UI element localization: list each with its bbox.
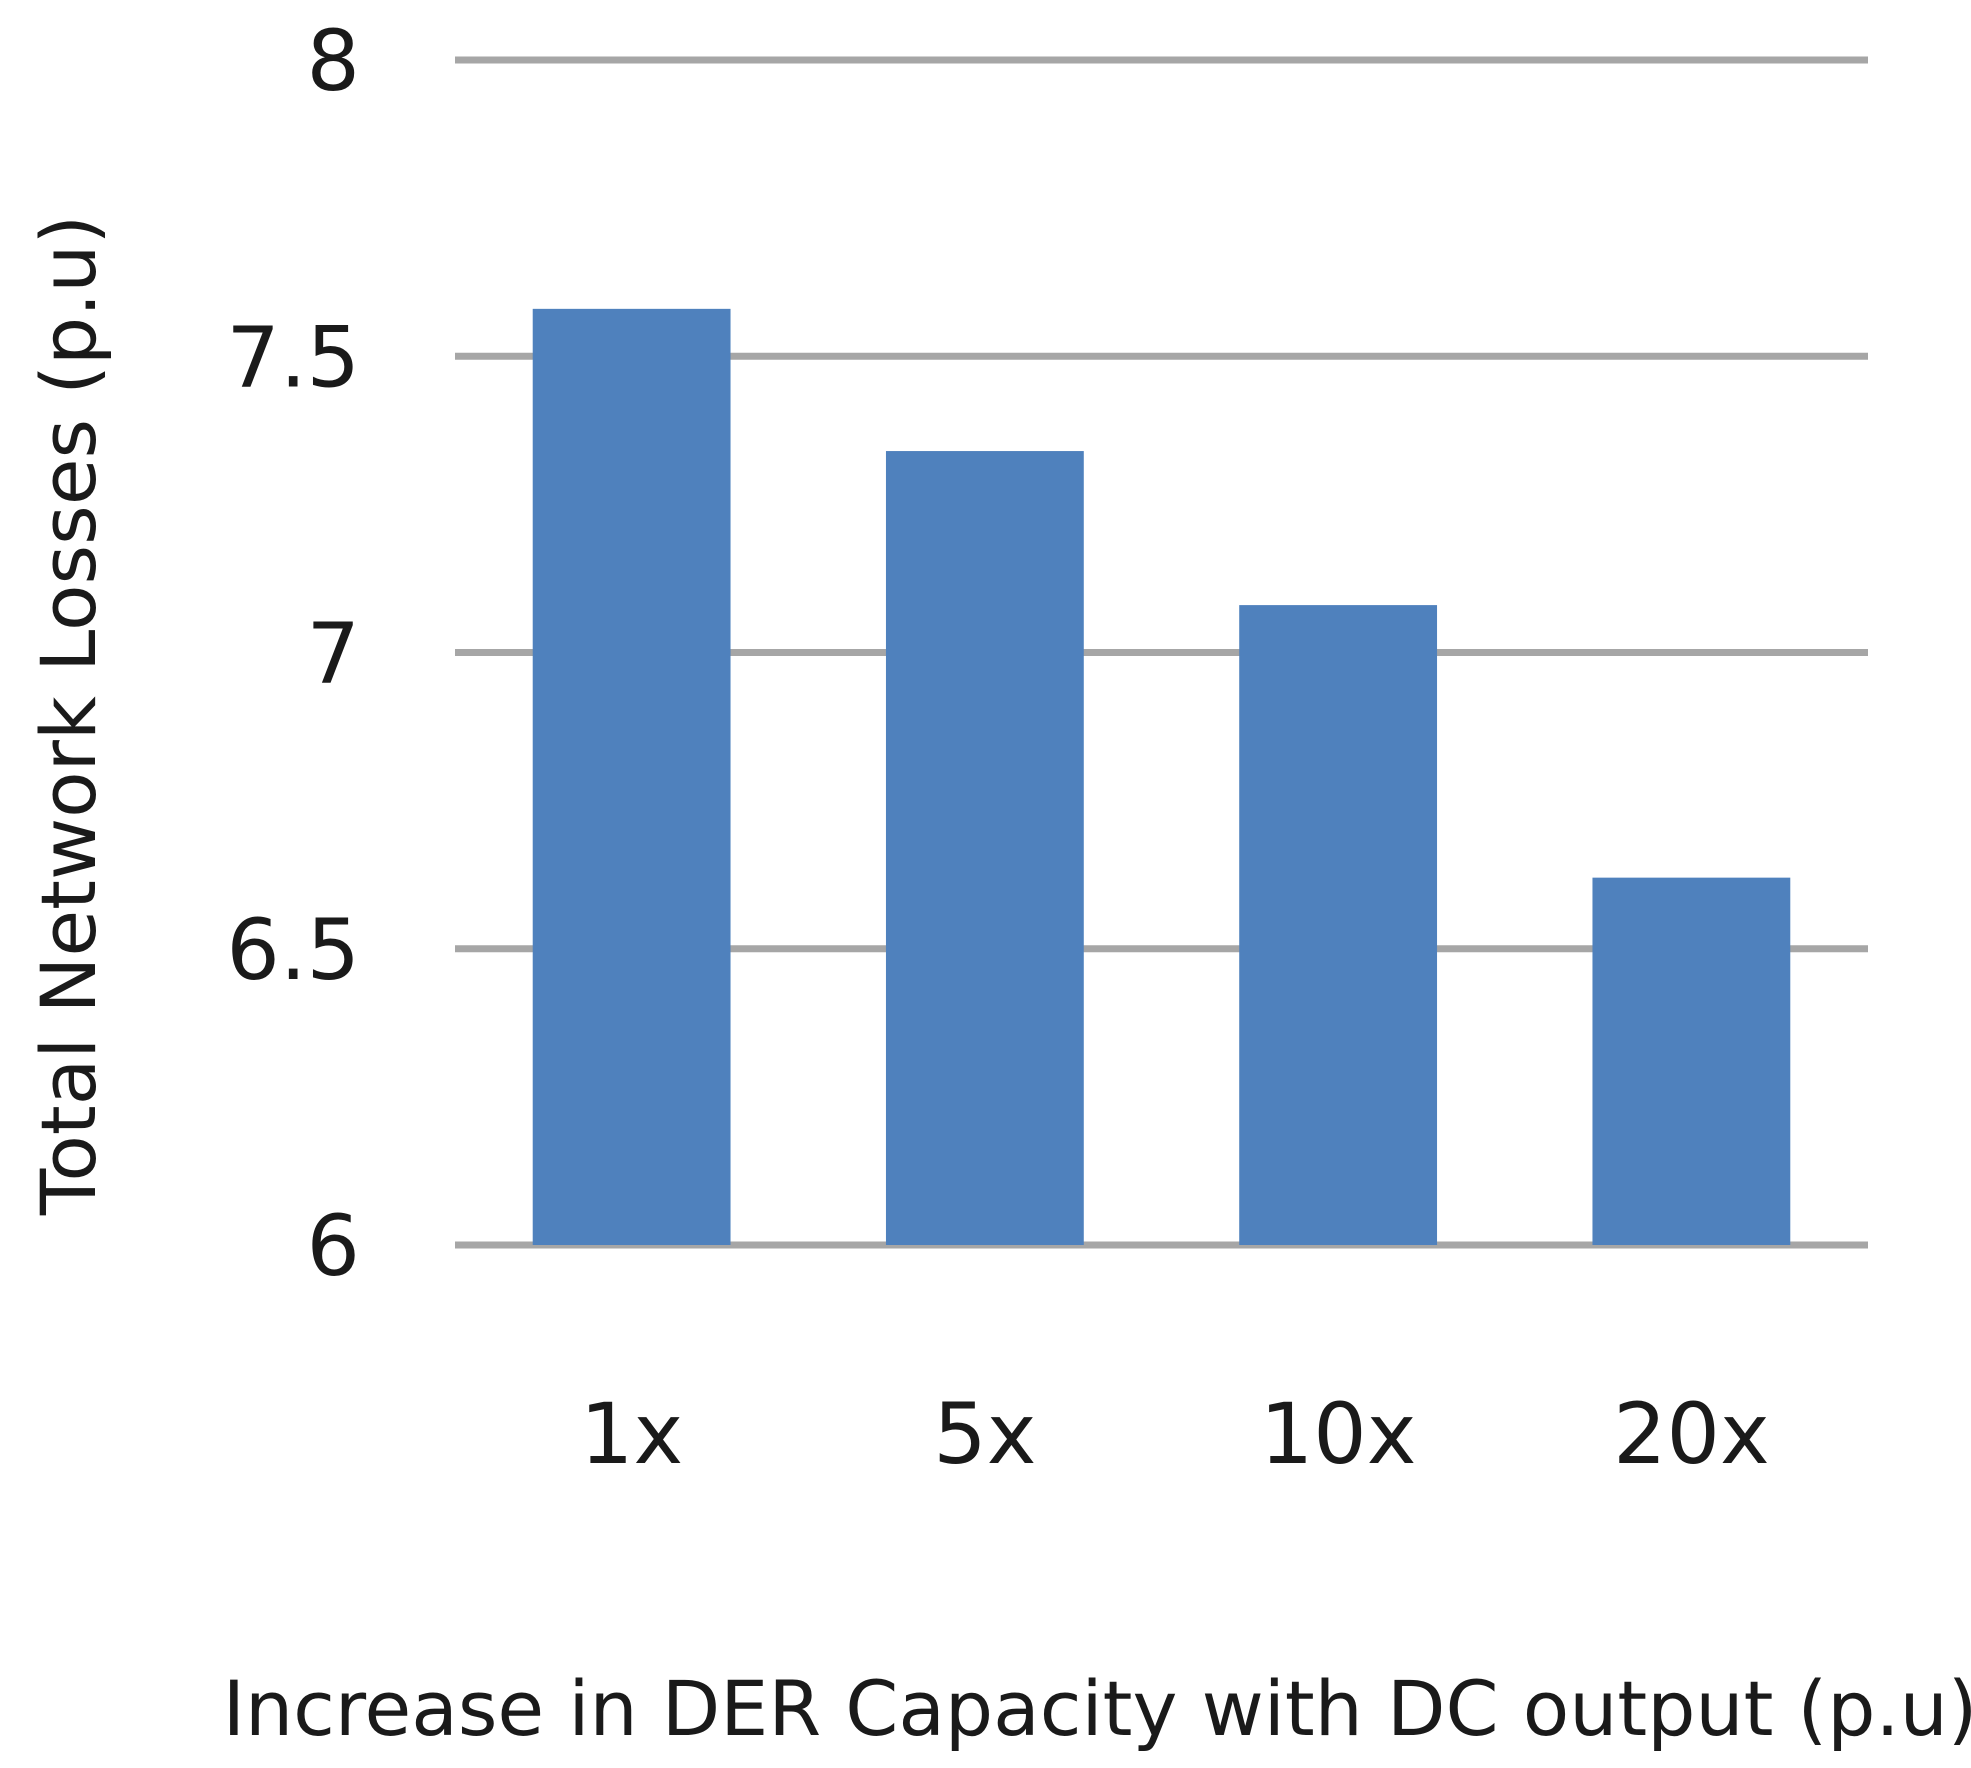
- x-tick-label-5x: 5x: [933, 1385, 1036, 1483]
- bar-5x: [885, 451, 1084, 1245]
- x-axis-ticks: 1x 5x 10x 20x: [580, 1385, 1770, 1483]
- x-tick-label-1x: 1x: [580, 1385, 683, 1483]
- y-axis-title: Total Network Losses (p.u): [24, 215, 113, 1216]
- y-tick-label: 6: [307, 1197, 360, 1295]
- bar-20x: [1592, 877, 1791, 1245]
- y-tick-label: 8: [307, 12, 360, 110]
- y-tick-label: 7: [307, 605, 360, 703]
- bar-10x: [1239, 605, 1438, 1245]
- x-axis-title: Increase in DER Capacity with DC output …: [223, 1664, 1971, 1753]
- bar-1x: [532, 308, 731, 1246]
- x-tick-label-10x: 10x: [1260, 1385, 1417, 1483]
- y-axis-ticks: 6 6.5 7 7.5 8: [226, 12, 360, 1295]
- y-tick-label: 7.5: [226, 308, 360, 406]
- y-tick-label: 6.5: [226, 901, 360, 999]
- x-tick-label-20x: 20x: [1613, 1385, 1770, 1483]
- bars: [532, 308, 1791, 1246]
